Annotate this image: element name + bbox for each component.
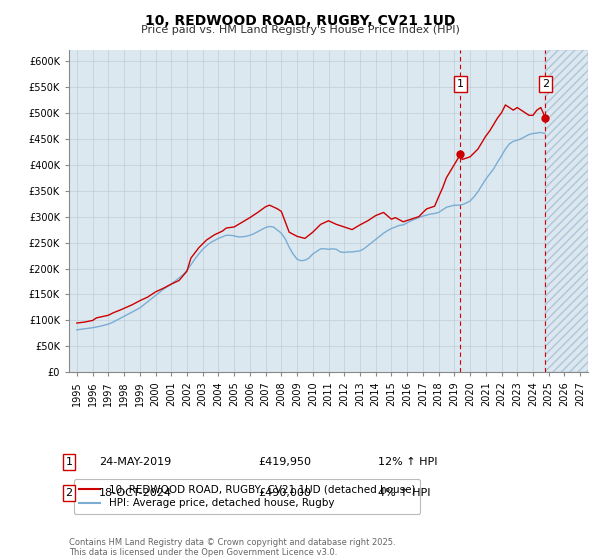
Text: Contains HM Land Registry data © Crown copyright and database right 2025.
This d: Contains HM Land Registry data © Crown c… <box>69 538 395 557</box>
Bar <box>545 50 588 372</box>
Text: 1: 1 <box>65 457 73 467</box>
Text: Price paid vs. HM Land Registry's House Price Index (HPI): Price paid vs. HM Land Registry's House … <box>140 25 460 35</box>
Bar <box>545 50 588 372</box>
Text: 2: 2 <box>542 79 549 89</box>
Text: 2: 2 <box>65 488 73 498</box>
Text: £490,000: £490,000 <box>258 488 311 498</box>
Text: £419,950: £419,950 <box>258 457 311 467</box>
Text: 10, REDWOOD ROAD, RUGBY, CV21 1UD: 10, REDWOOD ROAD, RUGBY, CV21 1UD <box>145 14 455 28</box>
Text: 24-MAY-2019: 24-MAY-2019 <box>99 457 171 467</box>
Legend: 10, REDWOOD ROAD, RUGBY, CV21 1UD (detached house), HPI: Average price, detached: 10, REDWOOD ROAD, RUGBY, CV21 1UD (detac… <box>74 479 420 514</box>
Text: 12% ↑ HPI: 12% ↑ HPI <box>378 457 437 467</box>
Text: 4% ↑ HPI: 4% ↑ HPI <box>378 488 431 498</box>
Text: 1: 1 <box>457 79 464 89</box>
Text: 18-OCT-2024: 18-OCT-2024 <box>99 488 172 498</box>
